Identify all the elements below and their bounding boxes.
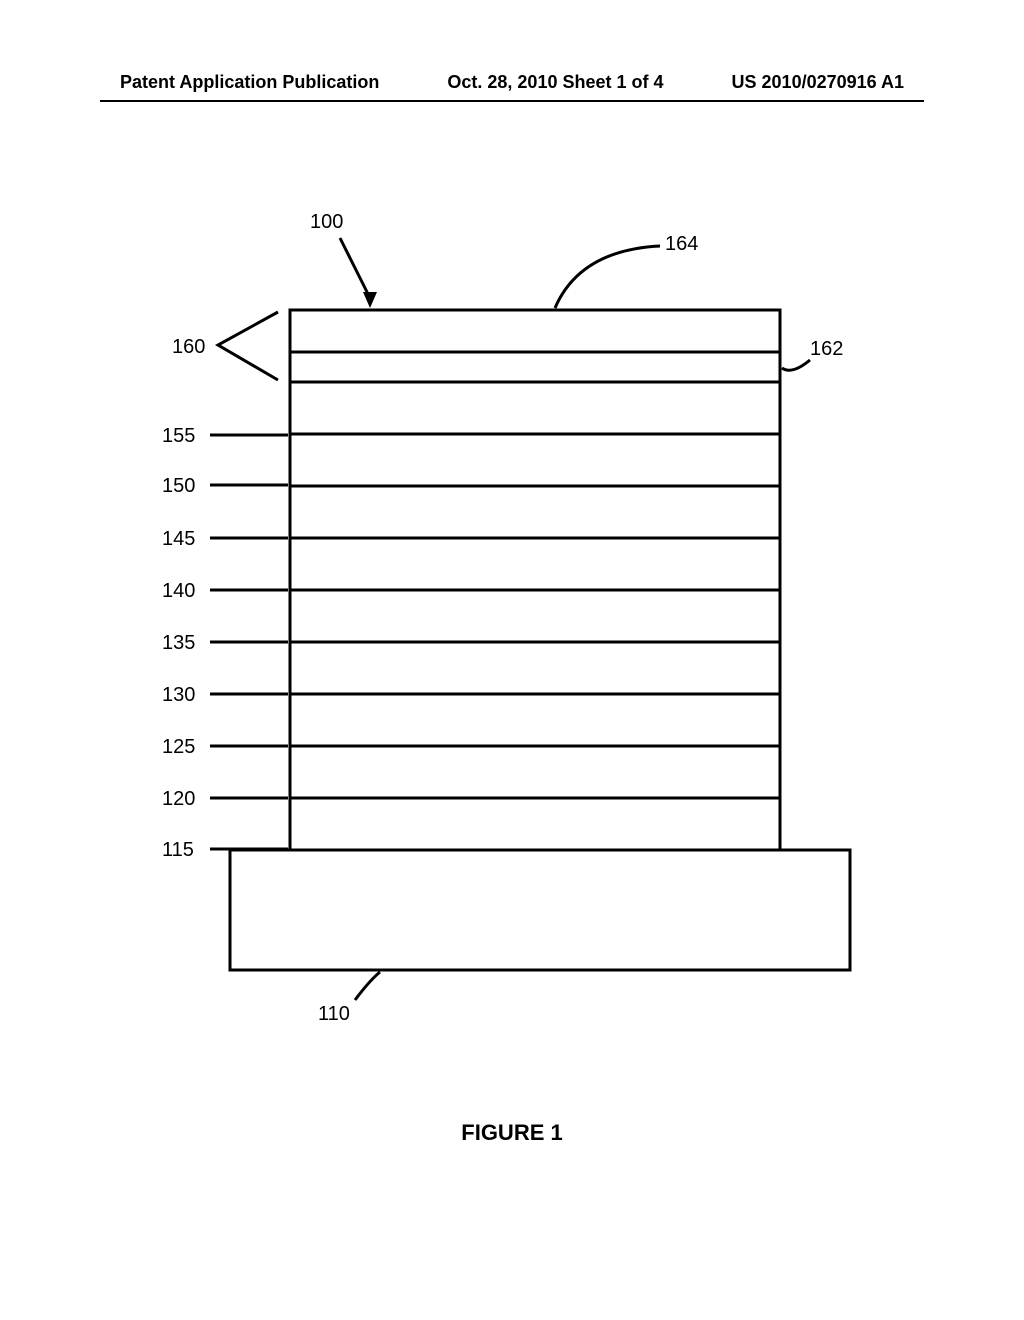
arrow-100-line	[340, 238, 370, 298]
ref-115: 115	[162, 839, 194, 861]
layer-120	[290, 746, 780, 798]
ref-130: 130	[162, 684, 195, 706]
layer-140	[290, 538, 780, 590]
header-rule	[100, 100, 924, 102]
ref-162: 162	[810, 338, 843, 360]
figure-caption: FIGURE 1	[0, 1120, 1024, 1146]
ref-160: 160	[172, 336, 205, 358]
curve-110	[355, 972, 380, 1000]
patent-figure-svg: 100 164 162 160 155 150 145 140 135 130	[0, 180, 1024, 1080]
curve-164	[555, 246, 660, 308]
layer-150	[290, 434, 780, 486]
ref-150: 150	[162, 475, 195, 497]
ref-164: 164	[665, 233, 698, 255]
layer-135	[290, 590, 780, 642]
substrate-110	[230, 850, 850, 970]
ref-120: 120	[162, 788, 195, 810]
ref-110: 110	[318, 1003, 350, 1025]
ref-140: 140	[162, 580, 195, 602]
ref-155: 155	[162, 425, 195, 447]
header-right: US 2010/0270916 A1	[732, 72, 904, 93]
arrow-100-head	[363, 292, 377, 308]
header-center: Oct. 28, 2010 Sheet 1 of 4	[447, 72, 663, 93]
page-container: Patent Application Publication Oct. 28, …	[0, 0, 1024, 1320]
layer-145	[290, 486, 780, 538]
ref-125: 125	[162, 736, 195, 758]
header-left: Patent Application Publication	[120, 72, 379, 93]
bracket-160	[218, 312, 278, 380]
ref-135: 135	[162, 632, 195, 654]
ref-145: 145	[162, 528, 195, 550]
curve-162	[782, 360, 810, 370]
layer-164	[290, 310, 780, 352]
layer-115	[290, 798, 780, 850]
layer-130	[290, 642, 780, 694]
ref-100: 100	[310, 211, 343, 233]
layer-162	[290, 352, 780, 382]
page-header: Patent Application Publication Oct. 28, …	[120, 72, 904, 93]
layer-125	[290, 694, 780, 746]
diagram-container: 100 164 162 160 155 150 145 140 135 130	[0, 180, 1024, 1080]
layer-155	[290, 382, 780, 434]
